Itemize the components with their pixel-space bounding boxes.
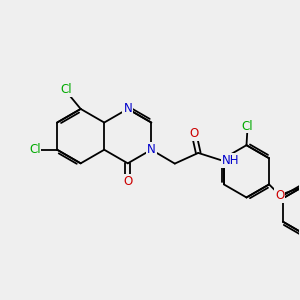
Text: O: O (275, 189, 284, 202)
Text: N: N (147, 143, 156, 156)
Text: N: N (123, 102, 132, 116)
Text: Cl: Cl (29, 143, 40, 156)
Text: Cl: Cl (242, 119, 254, 133)
Text: Cl: Cl (60, 83, 72, 96)
Text: O: O (189, 127, 199, 140)
Text: O: O (123, 175, 132, 188)
Text: NH: NH (222, 154, 240, 167)
